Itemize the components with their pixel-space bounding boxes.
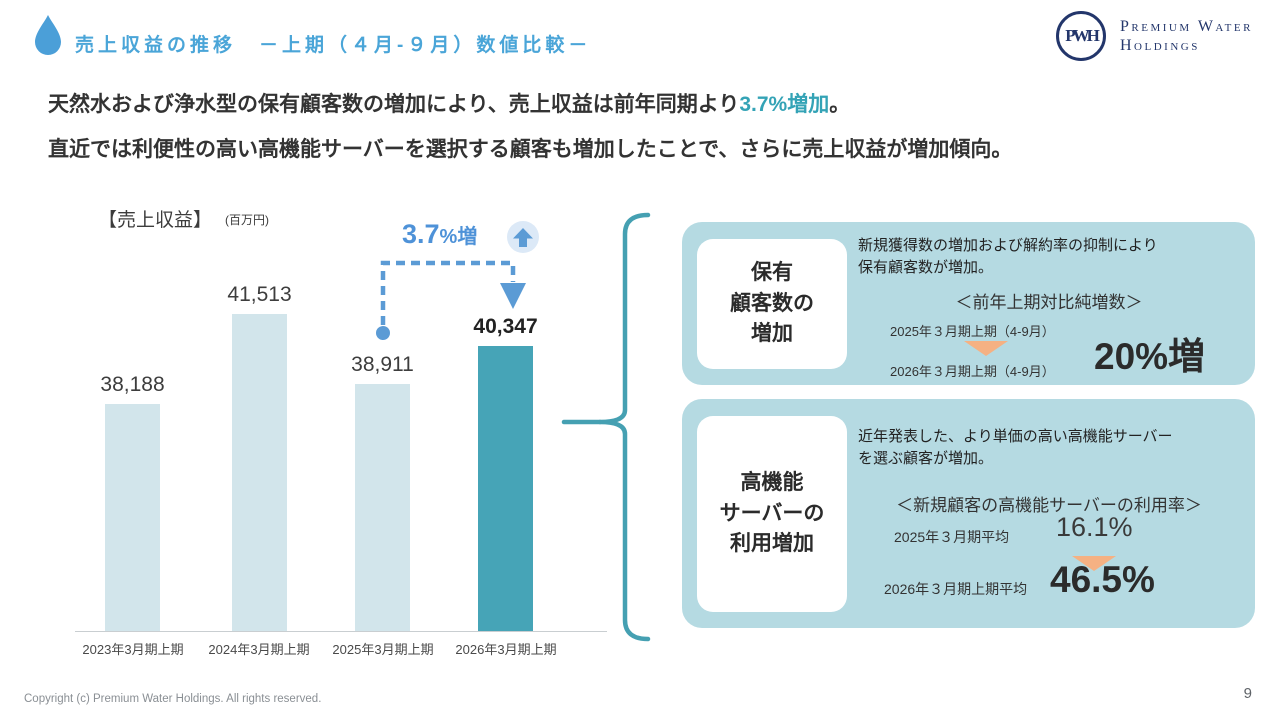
bar-value-label: 38,911 <box>351 353 414 376</box>
dashed-growth-connector <box>376 260 526 340</box>
chart-unit-label: (百万円) <box>225 213 269 227</box>
logo-monogram-text: PWH <box>1065 26 1100 45</box>
revenue-bar <box>355 384 410 631</box>
orange-down-triangle-icon <box>964 341 1008 356</box>
bar-value-label: 41,513 <box>227 283 292 306</box>
logo-monogram-icon: PWH <box>1056 11 1106 61</box>
logo-name-line2: Holdings <box>1120 37 1200 54</box>
revenue-bar <box>232 314 287 631</box>
description-line: 新規獲得数の増加および解約率の抑制により <box>858 237 1158 254</box>
metric-value: 20%増 <box>1094 336 1206 377</box>
bar-value-label: 40,347 <box>473 315 538 338</box>
revenue-bar <box>105 404 160 631</box>
lead-line1-pre: 天然水および浄水型の保有顧客数の増加により、売上収益は前年同期より <box>48 93 740 116</box>
lead-line1-end: 。 <box>829 93 851 116</box>
bar-column: 40,347 <box>473 315 538 631</box>
x-axis-label: 2026年3月期上期 <box>455 642 557 657</box>
curly-brace <box>561 212 651 642</box>
info-box-title: 高機能 サーバーの 利用増加 <box>697 416 847 612</box>
page-title: 売上収益の推移 －上期（４月-９月）数値比較－ <box>75 35 592 56</box>
connector-dot <box>376 326 390 340</box>
chart-title: 【売上収益】 <box>98 210 213 231</box>
bar-column: 38,911 <box>351 353 414 631</box>
info-box-title-line: 顧客数の <box>730 291 814 315</box>
info-box-title-line: 保有 <box>751 261 793 285</box>
description-line: 近年発表した、より単価の高い高機能サーバー <box>858 428 1173 445</box>
period-label-previous: 2025年３月期平均 <box>894 529 1010 545</box>
metric-subtitle: ＜前年上期対比純増数＞ <box>955 293 1143 312</box>
orange-down-triangle-icon <box>1072 556 1116 571</box>
x-axis <box>75 631 607 632</box>
period-label-current: 2026年３月期上期平均 <box>884 581 1028 597</box>
description-line: 保有顧客数が増加。 <box>858 259 994 276</box>
bar-value-label: 38,188 <box>100 373 165 396</box>
bar-column: 41,513 <box>227 283 292 631</box>
growth-annotation-label: 3.7%増 <box>402 219 477 250</box>
bar-column: 38,188 <box>100 373 165 631</box>
metric-value-previous: 16.1% <box>1056 512 1133 542</box>
annotation-value: 3.7 <box>402 219 440 249</box>
logo-name: Premium Water Holdings <box>1120 17 1253 55</box>
lead-text-line2: 直近では利便性の高い高機能サーバーを選択する顧客も増加したことで、さらに売上収益… <box>48 138 1013 161</box>
revenue-growth-highlight: 3.7%増加 <box>739 93 830 116</box>
info-box-description: 新規獲得数の増加および解約率の抑制により 保有顧客数が増加。 <box>858 235 1158 279</box>
info-box-title-line: サーバーの <box>719 501 825 525</box>
page-number: 9 <box>1243 685 1252 702</box>
info-box-title-line: 高機能 <box>740 471 804 495</box>
x-axis-label: 2025年3月期上期 <box>332 642 434 657</box>
period-label-current: 2026年３月期上期（4-9月） <box>890 364 1055 379</box>
footer-copyright: Copyright (c) Premium Water Holdings. Al… <box>24 693 322 705</box>
lead-text-line1: 天然水および浄水型の保有顧客数の増加により、売上収益は前年同期より3.7%増加。 <box>48 88 850 118</box>
up-arrow-circle-icon <box>507 221 539 253</box>
down-arrow-icon <box>500 283 526 309</box>
info-box-title-line: 利用増加 <box>730 532 814 556</box>
annotation-suffix: %増 <box>439 226 478 248</box>
water-drop-icon <box>35 15 61 55</box>
info-box-title: 保有 顧客数の 増加 <box>697 239 847 369</box>
period-label-previous: 2025年３月期上期（4-9月） <box>890 324 1055 339</box>
up-arrow-icon <box>513 228 533 247</box>
revenue-bar-highlight <box>478 346 533 631</box>
metric-subtitle: ＜新規顧客の高機能サーバーの利用率＞ <box>896 496 1202 515</box>
company-logo: PWH Premium Water Holdings <box>1056 11 1253 61</box>
info-box-servers: 高機能 サーバーの 利用増加 近年発表した、より単価の高い高機能サーバー を選ぶ… <box>682 399 1255 628</box>
logo-name-line1: Premium Water <box>1120 18 1253 35</box>
x-axis-label: 2024年3月期上期 <box>208 642 310 657</box>
info-box-title-line: 増加 <box>751 322 793 346</box>
info-box-customers: 保有 顧客数の 増加 新規獲得数の増加および解約率の抑制により 保有顧客数が増加… <box>682 222 1255 385</box>
metric-value-current: 46.5% <box>1050 559 1155 600</box>
info-box-description: 近年発表した、より単価の高い高機能サーバー を選ぶ顧客が増加。 <box>858 426 1173 470</box>
description-line: を選ぶ顧客が増加。 <box>858 450 994 467</box>
x-axis-label: 2023年3月期上期 <box>82 642 184 657</box>
